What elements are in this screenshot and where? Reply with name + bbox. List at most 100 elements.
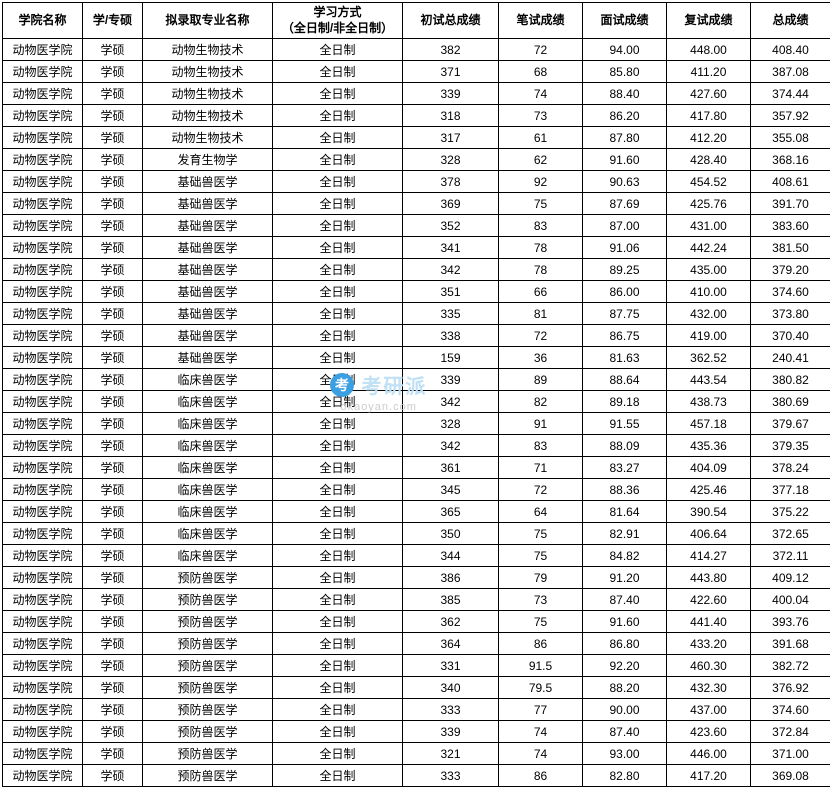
- cell: 381.50: [751, 237, 830, 259]
- cell: 386: [403, 567, 499, 589]
- table-row: 动物医学院学硕动物生物技术全日制3397488.40427.60374.44: [3, 83, 830, 105]
- cell: 临床兽医学: [143, 523, 273, 545]
- table-row: 动物医学院学硕预防兽医学全日制3337790.00437.00374.60: [3, 699, 830, 721]
- cell: 380.82: [751, 369, 830, 391]
- cell: 全日制: [273, 369, 403, 391]
- cell: 全日制: [273, 655, 403, 677]
- cell: 学硕: [83, 127, 143, 149]
- cell: 学硕: [83, 501, 143, 523]
- cell: 340: [403, 677, 499, 699]
- cell: 79.5: [499, 677, 583, 699]
- cell: 385: [403, 589, 499, 611]
- cell: 328: [403, 413, 499, 435]
- cell: 91.55: [583, 413, 667, 435]
- table-row: 动物医学院学硕预防兽医学全日制3338682.80417.20369.08: [3, 765, 830, 787]
- cell: 88.40: [583, 83, 667, 105]
- cell: 419.00: [667, 325, 751, 347]
- cell: 预防兽医学: [143, 677, 273, 699]
- cell: 基础兽医学: [143, 259, 273, 281]
- cell: 动物医学院: [3, 435, 83, 457]
- table-row: 动物医学院学硕临床兽医学全日制3507582.91406.64372.65: [3, 523, 830, 545]
- cell: 425.46: [667, 479, 751, 501]
- cell: 81: [499, 303, 583, 325]
- cell: 全日制: [273, 677, 403, 699]
- cell: 335: [403, 303, 499, 325]
- cell: 382.72: [751, 655, 830, 677]
- table-row: 动物医学院学硕动物生物技术全日制3716885.80411.20387.08: [3, 61, 830, 83]
- cell: 全日制: [273, 149, 403, 171]
- cell: 临床兽医学: [143, 435, 273, 457]
- cell: 432.30: [667, 677, 751, 699]
- cell: 学硕: [83, 435, 143, 457]
- table-row: 动物医学院学硕临床兽医学全日制3289191.55457.18379.67: [3, 413, 830, 435]
- cell: 学硕: [83, 237, 143, 259]
- cell: 92.20: [583, 655, 667, 677]
- cell: 90.00: [583, 699, 667, 721]
- cell: 全日制: [273, 259, 403, 281]
- cell: 82.80: [583, 765, 667, 787]
- cell: 87.40: [583, 721, 667, 743]
- cell: 临床兽医学: [143, 369, 273, 391]
- cell: 动物医学院: [3, 391, 83, 413]
- cell: 90.63: [583, 171, 667, 193]
- table-row: 动物医学院学硕基础兽医学全日制3427889.25435.00379.20: [3, 259, 830, 281]
- cell: 学硕: [83, 633, 143, 655]
- cell: 77: [499, 699, 583, 721]
- cell: 学硕: [83, 391, 143, 413]
- cell: 动物医学院: [3, 743, 83, 765]
- cell: 动物医学院: [3, 567, 83, 589]
- cell: 68: [499, 61, 583, 83]
- cell: 发育生物学: [143, 149, 273, 171]
- cell: 406.64: [667, 523, 751, 545]
- cell: 全日制: [273, 765, 403, 787]
- cell: 411.20: [667, 61, 751, 83]
- cell: 350: [403, 523, 499, 545]
- cell: 342: [403, 435, 499, 457]
- cell: 361: [403, 457, 499, 479]
- cell: 87.80: [583, 127, 667, 149]
- cell: 454.52: [667, 171, 751, 193]
- cell: 408.40: [751, 39, 830, 61]
- cell: 75: [499, 545, 583, 567]
- cell: 预防兽医学: [143, 611, 273, 633]
- table-body: 动物医学院学硕动物生物技术全日制3827294.00448.00408.40动物…: [3, 39, 830, 787]
- cell: 74: [499, 83, 583, 105]
- cell: 全日制: [273, 391, 403, 413]
- table-row: 动物医学院学硕基础兽医学全日制3358187.75432.00373.80: [3, 303, 830, 325]
- cell: 学硕: [83, 347, 143, 369]
- col-header-8: 总成绩: [751, 3, 830, 39]
- cell: 学硕: [83, 545, 143, 567]
- table-row: 动物医学院学硕临床兽医学全日制3447584.82414.27372.11: [3, 545, 830, 567]
- cell: 75: [499, 523, 583, 545]
- cell: 86.75: [583, 325, 667, 347]
- cell: 81.63: [583, 347, 667, 369]
- cell: 动物医学院: [3, 105, 83, 127]
- cell: 动物医学院: [3, 589, 83, 611]
- cell: 379.67: [751, 413, 830, 435]
- col-header-7: 复试成绩: [667, 3, 751, 39]
- cell: 预防兽医学: [143, 699, 273, 721]
- cell: 动物医学院: [3, 523, 83, 545]
- table-row: 动物医学院学硕预防兽医学全日制34079.588.20432.30376.92: [3, 677, 830, 699]
- cell: 448.00: [667, 39, 751, 61]
- cell: 370.40: [751, 325, 830, 347]
- cell: 94.00: [583, 39, 667, 61]
- cell: 学硕: [83, 567, 143, 589]
- table-row: 动物医学院学硕基础兽医学全日制3528387.00431.00383.60: [3, 215, 830, 237]
- cell: 全日制: [273, 303, 403, 325]
- cell: 75: [499, 611, 583, 633]
- cell: 全日制: [273, 479, 403, 501]
- cell: 动物医学院: [3, 765, 83, 787]
- cell: 动物生物技术: [143, 105, 273, 127]
- cell: 74: [499, 743, 583, 765]
- cell: 371: [403, 61, 499, 83]
- cell: 动物医学院: [3, 479, 83, 501]
- cell: 333: [403, 765, 499, 787]
- cell: 全日制: [273, 699, 403, 721]
- cell: 动物生物技术: [143, 39, 273, 61]
- cell: 动物医学院: [3, 259, 83, 281]
- cell: 预防兽医学: [143, 633, 273, 655]
- cell: 全日制: [273, 501, 403, 523]
- cell: 377.18: [751, 479, 830, 501]
- cell: 442.24: [667, 237, 751, 259]
